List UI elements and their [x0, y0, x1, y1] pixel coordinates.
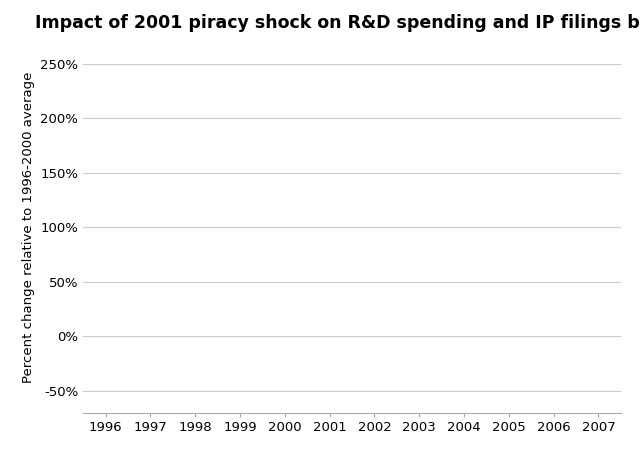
Y-axis label: Percent change relative to 1996-2000 average: Percent change relative to 1996-2000 ave…	[22, 72, 35, 383]
Text: Impact of 2001 piracy shock on R&D spending and IP filings by at-risk software f: Impact of 2001 piracy shock on R&D spend…	[35, 15, 640, 32]
